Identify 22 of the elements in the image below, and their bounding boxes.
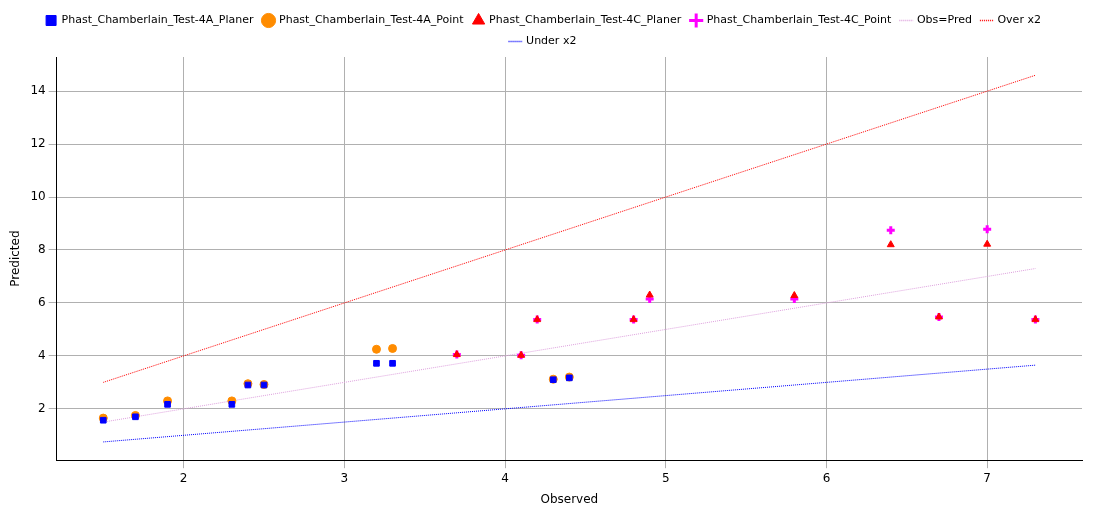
x-tick-label: 5 — [661, 470, 670, 485]
x-tick-label: 3 — [340, 470, 349, 485]
x-tick-label: 6 — [822, 470, 831, 485]
y-axis-title: Predicted — [8, 230, 23, 287]
y-tick-label: 2 — [38, 400, 46, 415]
y-tick-label: 10 — [30, 189, 46, 204]
legend-label: Phast_Chamberlain_Test-4A_Point — [279, 13, 465, 27]
x-tick-label: 4 — [501, 470, 509, 485]
legend-label: Over x2 — [997, 13, 1041, 27]
x-axis-title: Observed — [540, 491, 599, 506]
y-tick-label: 12 — [30, 136, 46, 151]
legend-label: Under x2 — [526, 34, 577, 48]
y-tick-label: 4 — [38, 348, 46, 363]
y-tick-label: 6 — [38, 295, 46, 310]
x-tick-label: 2 — [179, 470, 188, 485]
legend-label: Phast_Chamberlain_Test-4A_Planer — [61, 13, 254, 27]
y-tick-label: 14 — [30, 83, 46, 98]
legend-label: Obs=Pred — [916, 13, 972, 27]
y-tick-label: 8 — [38, 242, 46, 257]
legend-label: Phast_Chamberlain_Test-4C_Planer — [489, 13, 682, 27]
x-tick-label: 7 — [983, 470, 991, 485]
legend-label: Phast_Chamberlain_Test-4C_Point — [706, 13, 893, 27]
